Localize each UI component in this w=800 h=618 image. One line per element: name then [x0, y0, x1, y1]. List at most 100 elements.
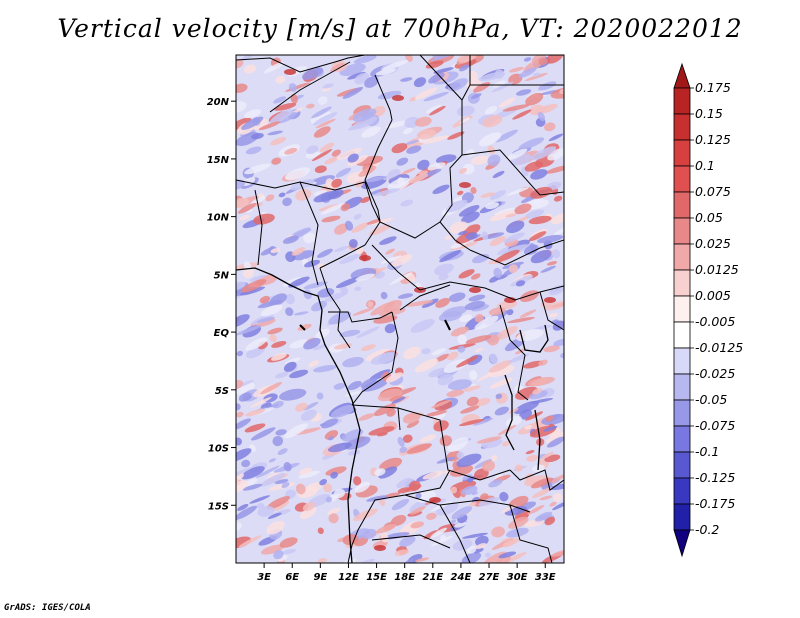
field-cell: [516, 329, 544, 342]
latitude-axis: 20N 15N 10N 5N EQ 5S 10S 15S: [207, 97, 236, 512]
field-cell: [507, 317, 535, 324]
field-cell: [480, 192, 495, 198]
field-cell: [240, 466, 265, 480]
lon-tick-label: 12E: [338, 572, 359, 583]
velocity-field: [236, 55, 564, 563]
field-cell: [270, 137, 287, 146]
field-cell: [492, 80, 506, 88]
field-cell: [244, 423, 266, 433]
field-cell: [244, 109, 262, 119]
field-cell: [373, 188, 401, 197]
field-cell: [351, 222, 370, 233]
field-cell: [400, 77, 413, 82]
field-cell: [462, 532, 488, 539]
field-cell: [489, 353, 499, 364]
field-cell: [435, 297, 450, 308]
field-cell: [339, 253, 361, 265]
field-cell: [425, 512, 437, 520]
field-cell: [391, 396, 406, 404]
field-cell: [242, 483, 263, 491]
field-cell: [461, 211, 480, 224]
field-cell: [465, 232, 478, 240]
field-cell: [278, 111, 297, 124]
field-cell: [505, 213, 517, 218]
lat-tick-label: 15S: [208, 501, 229, 512]
colorbar-label: -0.1: [695, 444, 719, 459]
field-cell: [366, 218, 382, 225]
field-cell: [421, 348, 431, 355]
field-cell: [301, 67, 324, 80]
field-strong-cell: [392, 95, 404, 101]
field-cell: [272, 435, 284, 447]
field-cell: [295, 483, 306, 495]
colorbar-label: -0.075: [695, 418, 735, 433]
field-cell: [525, 450, 535, 455]
field-cell: [487, 145, 495, 155]
field-cell: [244, 163, 271, 175]
field-cell: [348, 239, 358, 248]
field-cell: [473, 468, 489, 480]
field-cell: [462, 474, 473, 481]
field-cell: [502, 104, 530, 112]
field-cell: [340, 285, 349, 295]
field-cell: [330, 62, 345, 73]
field-cell: [410, 521, 424, 529]
field-cell: [513, 400, 540, 415]
field-cell: [290, 179, 315, 191]
field-cell: [249, 397, 272, 408]
field-cell: [339, 329, 361, 337]
field-cell: [548, 312, 559, 318]
lat-tick-label: 5S: [215, 386, 229, 397]
field-cell: [530, 249, 552, 264]
field-cell: [437, 373, 454, 386]
field-cell: [545, 431, 564, 444]
field-cell: [290, 93, 298, 104]
field-cell: [523, 57, 532, 62]
field-cell: [410, 506, 426, 515]
field-cell: [259, 295, 271, 304]
field-cell: [494, 555, 511, 563]
field-cell: [355, 155, 384, 166]
lat-tick-label: 15N: [207, 155, 230, 166]
field-cell: [275, 75, 286, 84]
field-cell: [368, 426, 395, 436]
field-cell: [539, 495, 553, 501]
field-cell: [469, 501, 477, 507]
field-cell: [531, 146, 557, 161]
field-cell: [404, 558, 414, 563]
field-cell: [523, 360, 544, 369]
field-cell: [435, 502, 459, 516]
field-cell: [532, 388, 543, 395]
field-cell: [317, 263, 325, 270]
lat-tick-label: 10N: [207, 213, 230, 224]
field-cell: [548, 133, 564, 142]
field-cell: [470, 93, 482, 99]
colorbar-segment: [673, 451, 691, 479]
field-cell: [361, 344, 376, 352]
field-cell: [450, 519, 457, 525]
field-cell: [263, 61, 285, 74]
field-cell: [535, 511, 553, 522]
lat-tick-label: 20N: [207, 97, 230, 108]
field-cell: [402, 434, 413, 443]
field-cell: [269, 293, 287, 306]
field-cell: [260, 382, 283, 395]
field-cell: [464, 300, 486, 310]
field-cell: [409, 96, 417, 102]
field-cell: [282, 197, 292, 207]
field-cell: [525, 411, 544, 421]
field-cell: [361, 126, 381, 138]
country-borders: [236, 55, 564, 563]
field-cell: [425, 104, 442, 114]
colorbar-segment: [673, 269, 691, 297]
field-cell: [431, 399, 451, 409]
field-cell: [256, 316, 275, 323]
field-cell: [236, 380, 244, 390]
field-cell: [549, 501, 557, 507]
colorbar-label: 0.125: [695, 132, 731, 147]
field-cell: [375, 523, 397, 534]
field-cell: [279, 537, 298, 548]
field-cell: [430, 527, 448, 538]
field-cell: [493, 267, 502, 279]
field-cell: [427, 162, 446, 171]
